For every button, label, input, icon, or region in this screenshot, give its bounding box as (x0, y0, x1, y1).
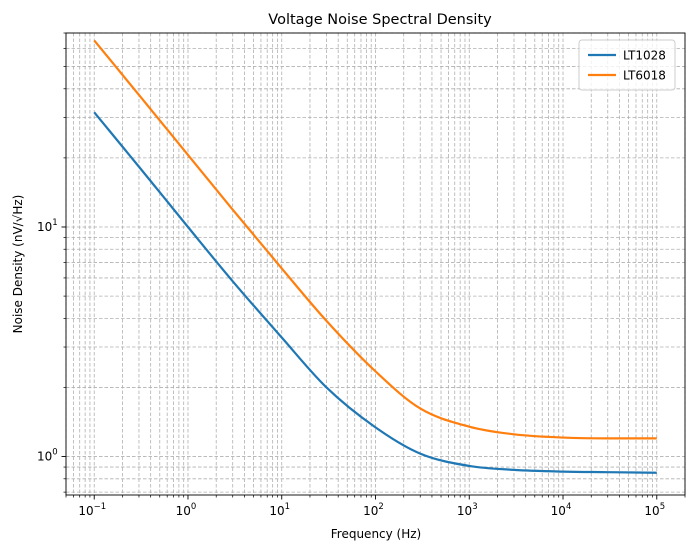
y-tick-exponent: 1 (52, 218, 57, 228)
series-line-lt1028 (93, 111, 657, 474)
x-tick-label: 103 (457, 502, 478, 518)
x-tick-exponent: 5 (660, 502, 665, 512)
chart-title: Voltage Noise Spectral Density (268, 12, 492, 28)
y-tick-exponent: 0 (52, 448, 57, 458)
series-lines (93, 39, 657, 474)
x-tick-label: 100 (176, 502, 197, 518)
x-tick-label: 104 (551, 502, 572, 518)
grid (65, 32, 686, 495)
legend: LT1028 LT6018 (578, 39, 676, 91)
legend-label-lt6018: LT6018 (623, 69, 666, 83)
x-tick-label: 105 (644, 502, 665, 518)
x-tick-label: 101 (269, 502, 290, 518)
legend-label-lt1028: LT1028 (623, 49, 666, 63)
x-tick-exponent: 1 (285, 502, 290, 512)
y-tick-label: 100 (37, 448, 58, 464)
x-tick-exponent: 0 (191, 502, 196, 512)
series-line-lt6018 (93, 39, 657, 440)
x-tick-exponent: 2 (378, 502, 383, 512)
x-axis-label: Frequency (Hz) (331, 527, 422, 541)
y-tick-label: 101 (37, 218, 58, 234)
x-tick-label: 10−1 (78, 502, 106, 518)
x-tick-label: 102 (363, 502, 384, 518)
x-tick-exponent: 4 (566, 502, 571, 512)
y-axis-label: Noise Density (nV/√Hz) (11, 195, 25, 334)
x-tick-exponent: −1 (94, 502, 107, 512)
x-tick-exponent: 3 (472, 502, 477, 512)
legend-box (578, 39, 676, 91)
